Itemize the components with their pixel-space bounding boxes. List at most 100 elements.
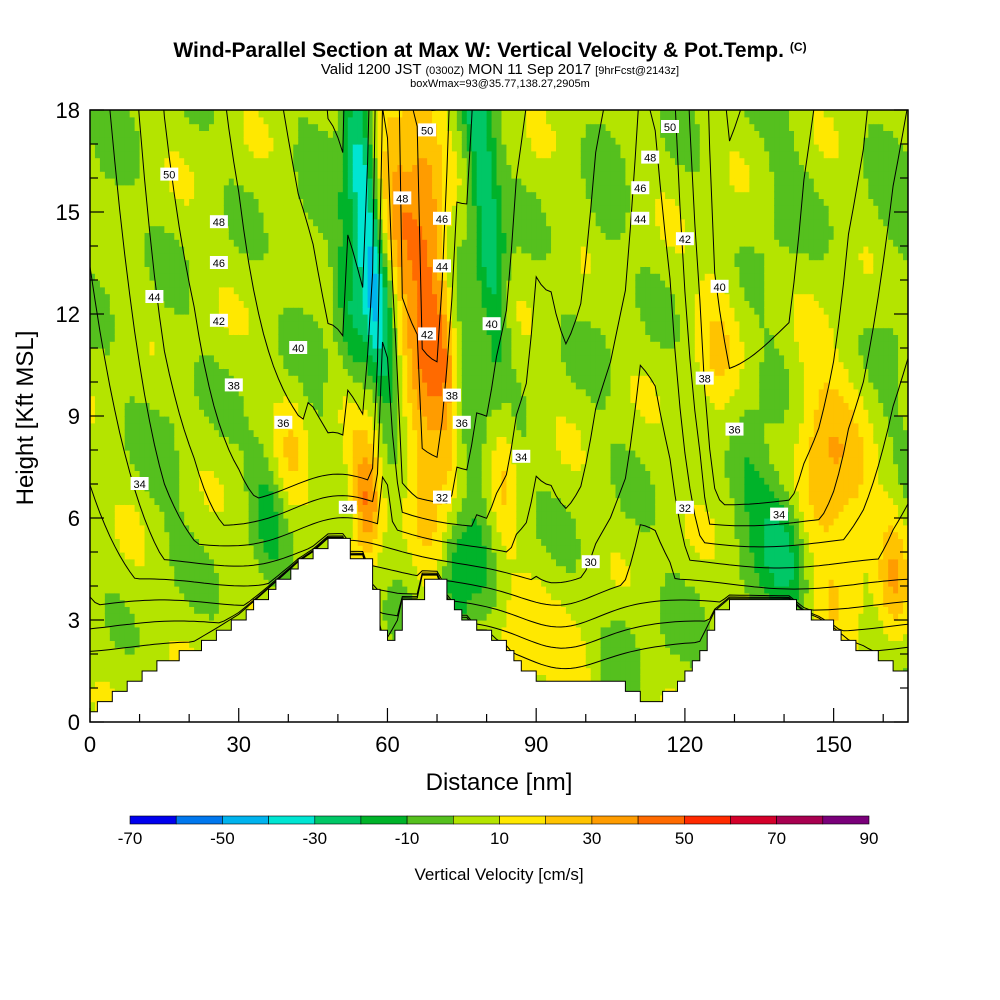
w-cell [268,402,275,410]
w-cell [174,422,180,431]
w-cell [159,633,165,641]
w-cell [332,232,339,240]
w-cell [213,178,220,186]
w-cell [114,579,121,587]
w-cell [228,443,235,451]
w-cell [184,592,190,601]
w-cell [199,178,205,186]
w-cell [134,130,141,138]
w-cell [164,178,170,186]
w-cell [154,348,161,356]
w-cell [149,599,156,607]
w-cell [164,409,170,417]
w-cell [164,246,170,254]
w-cell [298,171,304,179]
w-cell [238,490,245,499]
w-cell [159,320,165,329]
w-cell [303,252,309,261]
w-cell [144,212,151,220]
w-cell [164,443,170,451]
w-cell [248,157,255,165]
w-cell [174,388,180,397]
w-cell [174,395,180,403]
w-cell [99,382,106,390]
w-cell [179,640,185,648]
w-cell [104,144,111,152]
w-cell [199,416,205,424]
w-cell [288,164,294,172]
w-cell [293,110,299,118]
w-cell [199,320,205,329]
w-cell [189,579,195,587]
w-cell [253,150,260,159]
w-cell [318,266,324,274]
w-cell [278,409,284,417]
w-cell [208,130,215,138]
w-cell [94,341,101,349]
w-cell [114,456,121,465]
w-cell [99,504,106,512]
w-cell [94,613,101,621]
w-cell [268,518,275,526]
w-cell [263,429,270,437]
w-cell [332,484,339,492]
w-cell [213,184,220,193]
w-cell [347,348,354,356]
w-cell [303,239,309,247]
w-cell [179,470,185,478]
w-cell [308,368,314,376]
w-cell [288,184,294,193]
w-cell [233,212,240,220]
w-cell [298,429,304,437]
w-cell [213,123,220,131]
w-cell [199,327,205,335]
w-cell [90,348,96,356]
w-cell [124,232,131,240]
w-cell [129,606,136,614]
w-cell [159,606,165,614]
w-cell [293,144,299,152]
w-cell [114,368,121,376]
w-cell [318,409,324,417]
w-cell [144,620,151,628]
w-cell [352,246,359,254]
w-cell [90,674,96,682]
w-cell [90,606,96,614]
w-cell [94,477,101,485]
w-cell [129,382,136,390]
w-cell [174,266,180,274]
w-cell [258,361,265,369]
w-cell [129,613,136,621]
w-cell [99,524,106,533]
w-cell [347,402,354,410]
w-cell [179,592,185,601]
w-cell [94,361,101,369]
w-cell [327,456,334,465]
w-cell [109,681,116,689]
w-cell [263,327,270,335]
w-cell [149,123,156,131]
w-cell [154,171,161,179]
w-cell [179,388,185,397]
w-cell [268,144,275,152]
w-cell [223,286,230,295]
w-cell [119,558,126,567]
w-cell [189,572,195,580]
w-cell [273,286,279,295]
w-cell [223,164,230,172]
w-cell [194,382,200,390]
w-cell [318,429,324,437]
w-cell [253,450,260,458]
w-cell [149,164,156,172]
w-cell [283,191,289,199]
w-cell [90,110,96,118]
w-cell [233,307,240,315]
w-cell [218,171,225,179]
w-cell [283,518,289,526]
w-cell [114,626,121,635]
w-cell [114,681,121,689]
w-cell [337,422,344,431]
w-cell [323,144,329,152]
w-cell [194,572,200,580]
w-cell [303,490,309,499]
